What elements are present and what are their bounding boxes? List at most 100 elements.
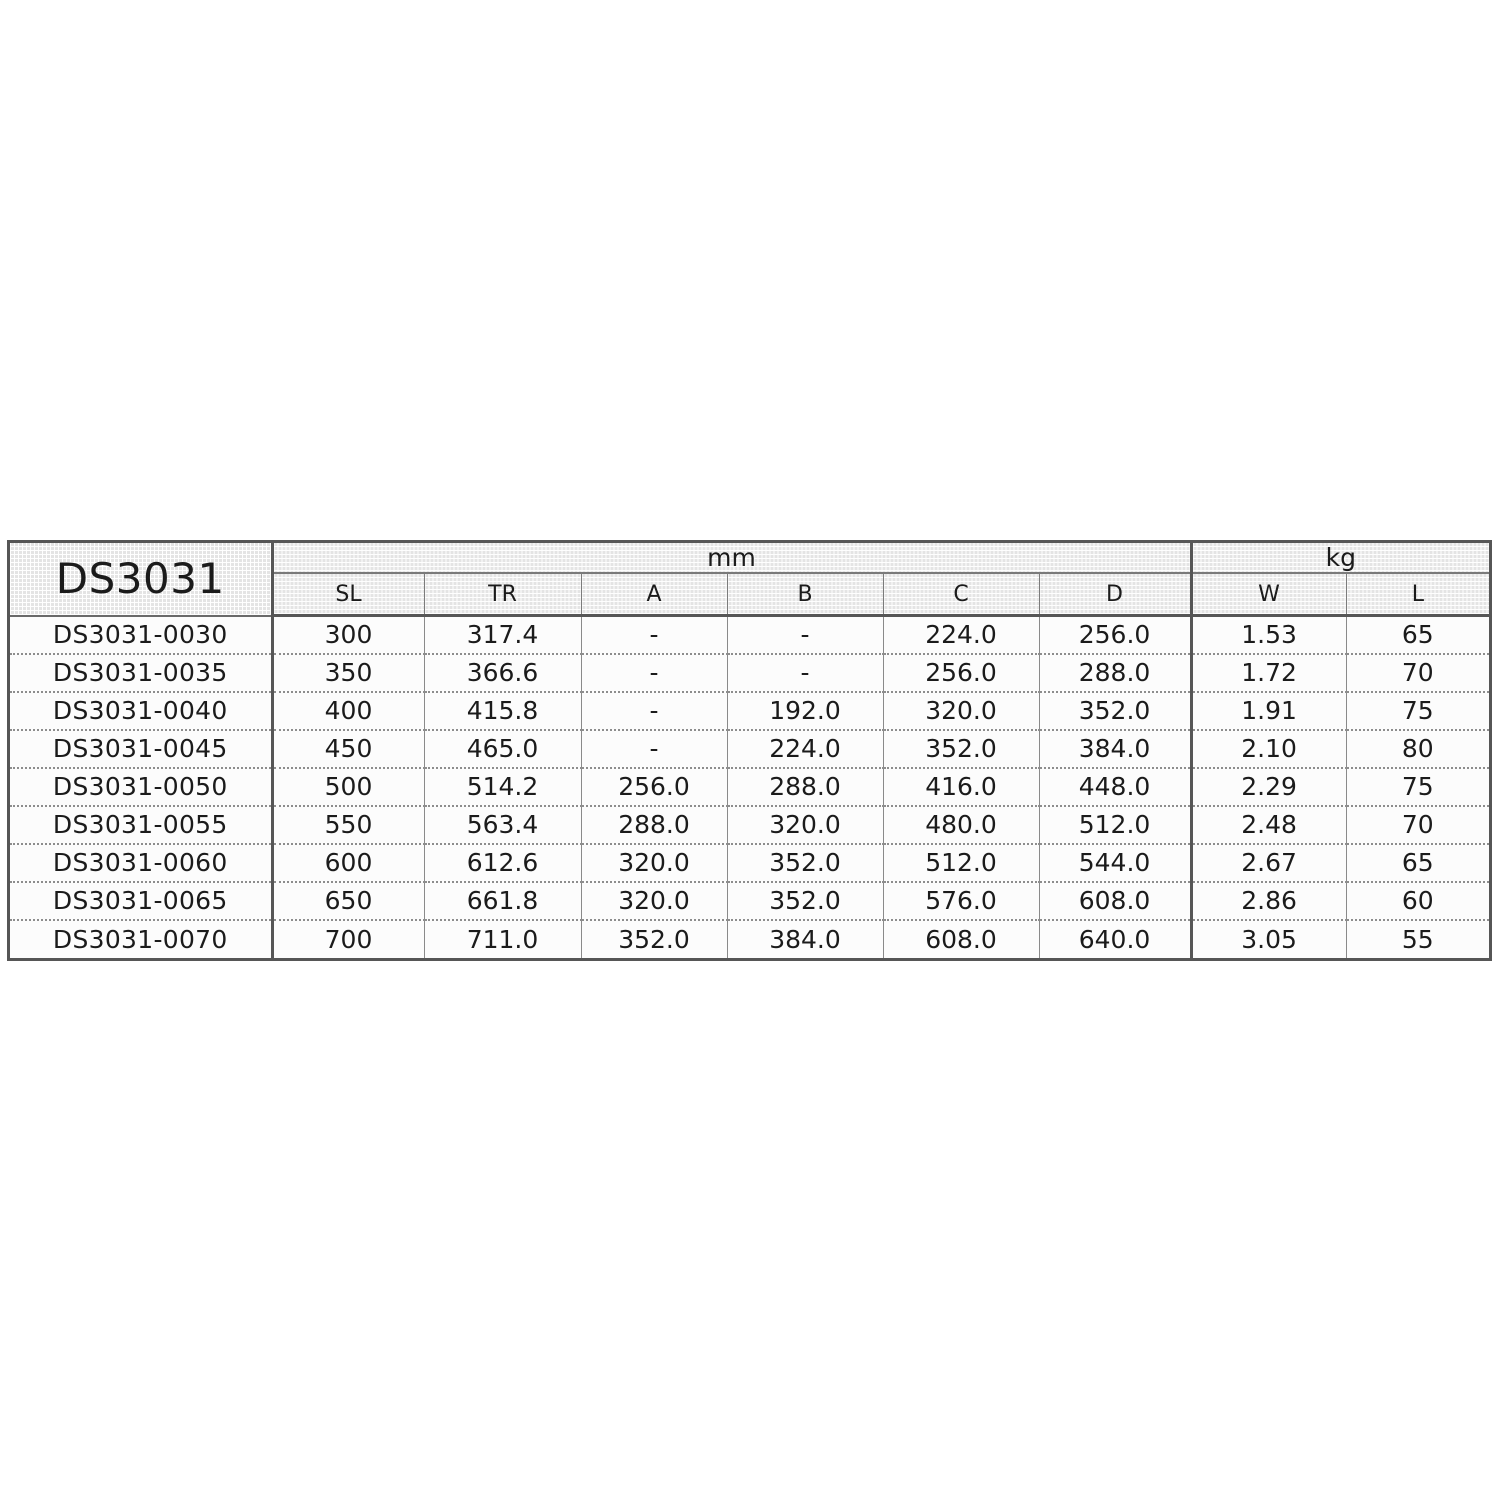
cell-sl: 600 [272,843,425,883]
cell-l: 65 [1346,843,1490,883]
cell-tr: 415.8 [424,691,582,731]
cell-l: 65 [1346,615,1490,655]
cell-sl: 700 [272,919,425,958]
cell-c: 320.0 [883,691,1040,731]
cell-model-name: DS3031-0030 [10,615,274,655]
cell-sl: 400 [272,691,425,731]
cell-b: 352.0 [727,843,884,883]
cell-model-name: DS3031-0035 [10,653,274,693]
cell-d: 640.0 [1039,919,1193,958]
cell-sl: 500 [272,767,425,807]
cell-l: 70 [1346,805,1490,845]
table-row: DS3031-0070 700 711.0 352.0 384.0 608.0 640.0 3… [10,919,1490,958]
cell-sl: 550 [272,805,425,845]
table-row: DS3031-0045 450 465.0-224.0 352.0 384.0 2.10 8… [10,729,1490,769]
cell-d: 352.0 [1039,691,1193,731]
cell-b: 224.0 [727,729,884,769]
cell-l: 75 [1346,767,1490,807]
cell-w: 1.72 [1191,653,1347,693]
cell-tr: 514.2 [424,767,582,807]
table-header: DS3031 mm kg SL TR A B C D W L [10,543,1490,617]
cell-c: 352.0 [883,729,1040,769]
column-header-d: D [1039,573,1193,617]
cell-tr: 563.4 [424,805,582,845]
table-row: DS3031-0030 300 317.4- -224.0 256.0 1.53 65 [10,615,1490,655]
column-header-b: B [727,573,884,617]
cell-c: 576.0 [883,881,1040,921]
cell-model-name: DS3031-0055 [10,805,274,845]
cell-w: 2.48 [1191,805,1347,845]
cell-d: 608.0 [1039,881,1193,921]
table-body: DS3031-0030 300 317.4- -224.0 256.0 1.53 65 DS3… [10,615,1490,958]
table-row: DS3031-0040 400 415.8-192.0 320.0 352.0 1.91 7… [10,691,1490,731]
cell-d: 448.0 [1039,767,1193,807]
cell-b: 320.0 [727,805,884,845]
column-header-sl: SL [272,573,425,617]
cell-d: 288.0 [1039,653,1193,693]
cell-model-name: DS3031-0060 [10,843,274,883]
cell-b: - [727,653,884,693]
page-title: DS3031 [10,543,274,617]
cell-a: 352.0 [581,919,728,958]
spec-table: DS3031 mm kg SL TR A B C D W L DS3031-00… [10,543,1490,958]
cell-c: 256.0 [883,653,1040,693]
cell-model-name: DS3031-0050 [10,767,274,807]
cell-l: 55 [1346,919,1490,958]
table-row: DS3031-0050 500 514.2 256.0 288.0 416.0 448.0 2… [10,767,1490,807]
cell-c: 224.0 [883,615,1040,655]
column-header-l: L [1346,573,1490,617]
cell-sl: 650 [272,881,425,921]
cell-d: 512.0 [1039,805,1193,845]
cell-b: 288.0 [727,767,884,807]
cell-b: 352.0 [727,881,884,921]
column-header-c: C [883,573,1040,617]
unit-group-mm: mm [272,543,1193,574]
cell-tr: 465.0 [424,729,582,769]
cell-d: 256.0 [1039,615,1193,655]
cell-a: - [581,729,728,769]
cell-w: 2.10 [1191,729,1347,769]
cell-c: 608.0 [883,919,1040,958]
cell-a: - [581,653,728,693]
cell-c: 416.0 [883,767,1040,807]
cell-model-name: DS3031-0070 [10,919,274,958]
cell-a: 320.0 [581,881,728,921]
cell-c: 480.0 [883,805,1040,845]
cell-l: 60 [1346,881,1490,921]
cell-b: 384.0 [727,919,884,958]
cell-tr: 612.6 [424,843,582,883]
unit-group-kg: kg [1191,543,1490,574]
cell-tr: 711.0 [424,919,582,958]
table-row: DS3031-0055 550 563.4 288.0 320.0 480.0 512.0 2… [10,805,1490,845]
cell-tr: 366.6 [424,653,582,693]
table-row: DS3031-0065 650 661.8 320.0 352.0 576.0 608.0 2… [10,881,1490,921]
cell-w: 1.53 [1191,615,1347,655]
cell-d: 544.0 [1039,843,1193,883]
cell-a: 288.0 [581,805,728,845]
cell-tr: 661.8 [424,881,582,921]
column-header-a: A [581,573,728,617]
cell-c: 512.0 [883,843,1040,883]
cell-b: - [727,615,884,655]
cell-model-name: DS3031-0040 [10,691,274,731]
cell-l: 70 [1346,653,1490,693]
cell-a: 320.0 [581,843,728,883]
cell-d: 384.0 [1039,729,1193,769]
cell-w: 1.91 [1191,691,1347,731]
cell-w: 2.67 [1191,843,1347,883]
cell-tr: 317.4 [424,615,582,655]
cell-b: 192.0 [727,691,884,731]
cell-w: 2.29 [1191,767,1347,807]
cell-l: 80 [1346,729,1490,769]
cell-sl: 300 [272,615,425,655]
cell-model-name: DS3031-0045 [10,729,274,769]
cell-w: 3.05 [1191,919,1347,958]
cell-a: 256.0 [581,767,728,807]
cell-model-name: DS3031-0065 [10,881,274,921]
cell-w: 2.86 [1191,881,1347,921]
column-header-w: W [1191,573,1347,617]
header-row-columns: SL TR A B C D W L [10,573,1490,617]
cell-a: - [581,615,728,655]
header-row-units: DS3031 mm kg [10,543,1490,617]
cell-sl: 450 [272,729,425,769]
